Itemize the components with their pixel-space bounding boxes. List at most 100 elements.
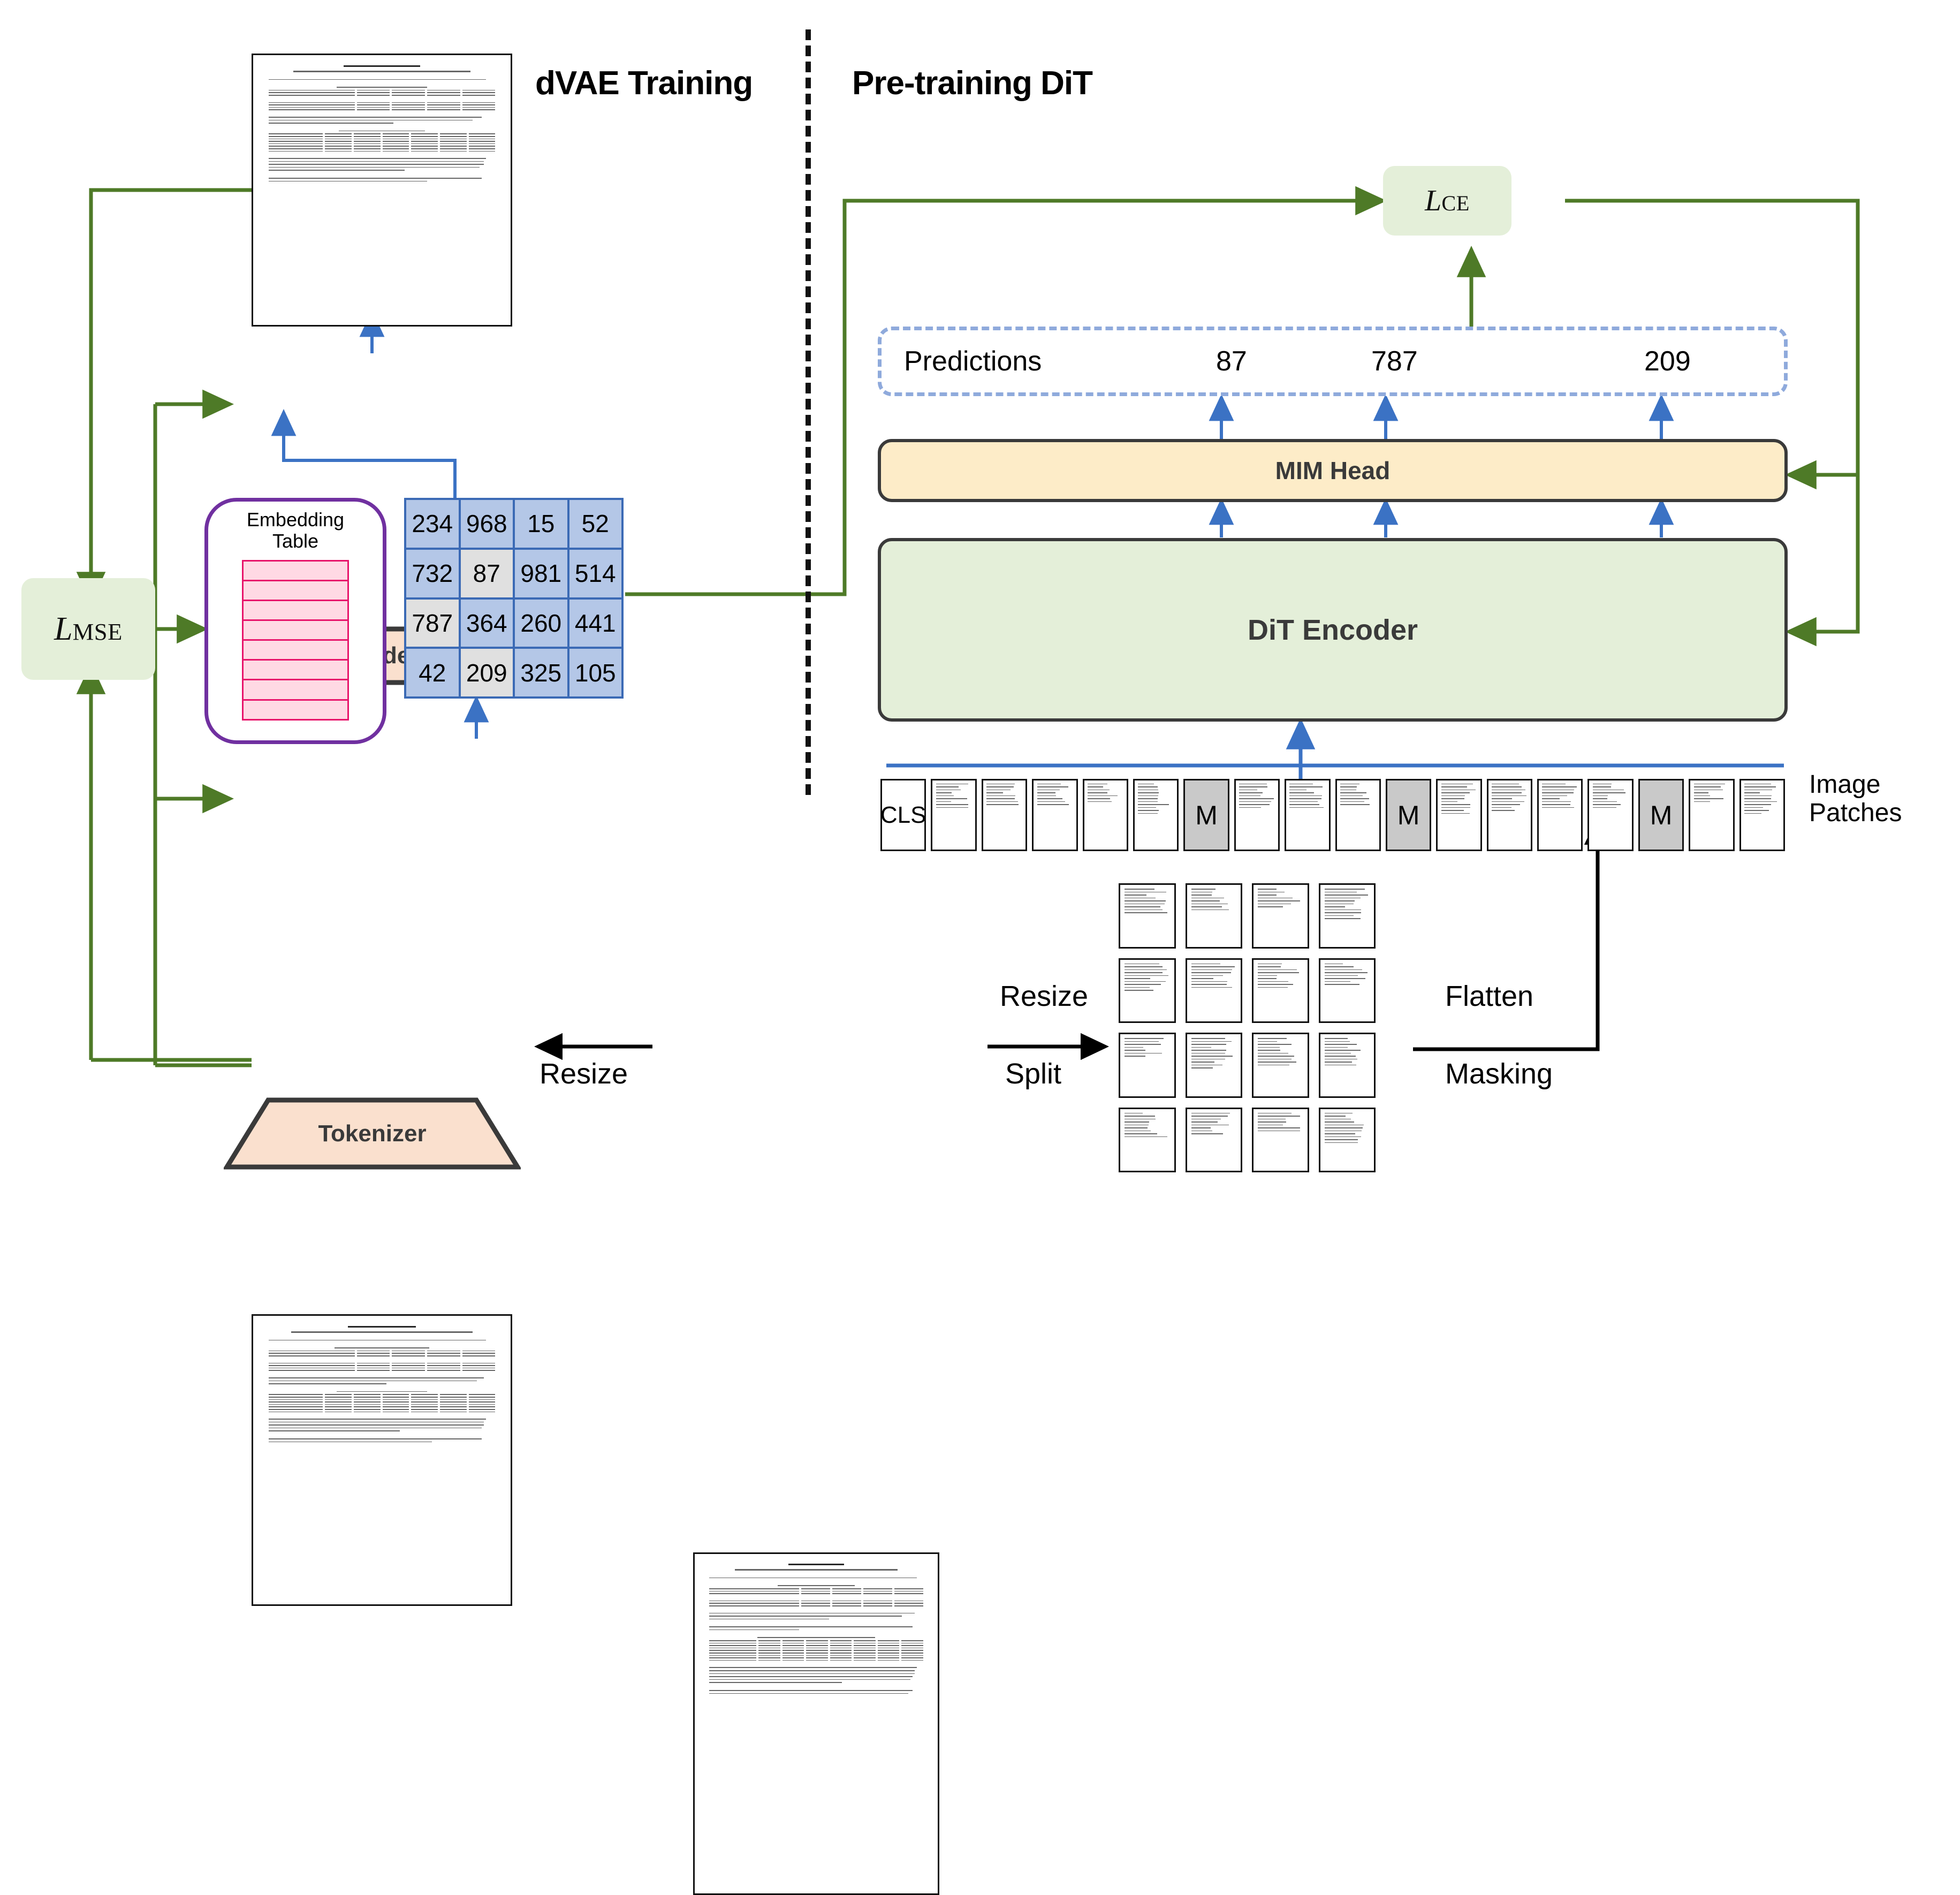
patch-image-9 bbox=[1335, 779, 1381, 851]
patch-image-7 bbox=[1234, 779, 1280, 851]
cls-label: CLS bbox=[880, 801, 926, 828]
token-cell-2-2: 260 bbox=[514, 598, 568, 648]
token-cell-1-0: 732 bbox=[405, 548, 460, 598]
resize-right-label: Resize bbox=[1000, 980, 1089, 1012]
embedding-row bbox=[244, 680, 347, 701]
patch-mask-token-10: M bbox=[1385, 779, 1432, 851]
tokenizer-label: Tokenizer bbox=[318, 1120, 427, 1147]
split-patch-0 bbox=[1119, 883, 1176, 949]
token-cell-3-2: 325 bbox=[514, 648, 568, 698]
patch-image-8 bbox=[1285, 779, 1331, 851]
patch-image-12 bbox=[1486, 779, 1533, 851]
split-patch-grid bbox=[1119, 883, 1376, 1172]
token-cell-1-1: 87 bbox=[459, 548, 514, 598]
embedding-row bbox=[244, 621, 347, 641]
visual-token-grid: 234 968 15 52 732 87 981 514 787 364 260 441 42 209 32… bbox=[404, 498, 624, 699]
split-patch-12 bbox=[1119, 1107, 1176, 1172]
tokenizer-shape bbox=[224, 1097, 521, 1170]
patch-image-11 bbox=[1436, 779, 1482, 851]
token-cell-3-0: 42 bbox=[405, 648, 460, 698]
patch-cls-token: CLS bbox=[880, 779, 926, 851]
token-cell-0-0: 234 bbox=[405, 499, 460, 549]
token-cell-2-1: 364 bbox=[459, 598, 514, 648]
section-divider bbox=[806, 29, 811, 795]
token-cell-1-3: 514 bbox=[568, 548, 622, 598]
resize-left-label: Resize bbox=[540, 1058, 628, 1090]
split-patch-2 bbox=[1252, 883, 1309, 949]
patch-mask-token-15: M bbox=[1638, 779, 1684, 851]
image-patches-label: Image Patches bbox=[1809, 770, 1902, 828]
patch-image-13 bbox=[1537, 779, 1583, 851]
split-patch-5 bbox=[1185, 958, 1242, 1023]
resized-input-document bbox=[252, 1314, 512, 1606]
embedding-row bbox=[244, 581, 347, 601]
mask-label: M bbox=[1650, 800, 1673, 830]
patch-image-16 bbox=[1689, 779, 1735, 851]
embedding-table-title: Embedding Table bbox=[247, 509, 344, 552]
embedding-row bbox=[244, 641, 347, 661]
token-cell-0-3: 52 bbox=[568, 499, 622, 549]
predictions-label: Predictions bbox=[904, 346, 1042, 377]
mask-label: M bbox=[1397, 800, 1420, 830]
dit-encoder-block[interactable]: DiT Encoder bbox=[878, 538, 1788, 722]
split-patch-3 bbox=[1318, 883, 1376, 949]
split-patch-11 bbox=[1318, 1033, 1376, 1098]
patch-image-3 bbox=[1032, 779, 1078, 851]
embedding-table-title-line1: Embedding bbox=[246, 509, 345, 530]
patch-image-5 bbox=[1133, 779, 1179, 851]
token-cell-0-1: 968 bbox=[459, 499, 514, 549]
flatten-label: Flatten bbox=[1445, 980, 1534, 1012]
black-process-arrows bbox=[534, 816, 1612, 1060]
split-patch-14 bbox=[1252, 1107, 1309, 1172]
loss-mse-label: LMSE bbox=[54, 610, 123, 647]
image-patch-strip: CLS M M M bbox=[880, 779, 1786, 851]
dit-encoder-label: DiT Encoder bbox=[1247, 613, 1418, 646]
patch-image-2 bbox=[981, 779, 1028, 851]
embedding-table: Embedding Table bbox=[204, 498, 386, 744]
patch-image-14 bbox=[1587, 779, 1634, 851]
token-cell-0-2: 15 bbox=[514, 499, 568, 549]
image-patches-label-line1: Image bbox=[1809, 770, 1881, 799]
original-input-document bbox=[693, 1552, 939, 1895]
image-patches-label-line2: Patches bbox=[1809, 798, 1902, 827]
mim-head-label: MIM Head bbox=[1275, 457, 1391, 484]
prediction-value-1: 787 bbox=[1371, 346, 1418, 377]
predictions-box: Predictions 87 787 209 bbox=[878, 327, 1788, 396]
patch-image-4 bbox=[1082, 779, 1128, 851]
split-patch-10 bbox=[1252, 1033, 1309, 1098]
split-patch-13 bbox=[1185, 1107, 1242, 1172]
split-patch-7 bbox=[1318, 958, 1376, 1023]
mim-head-block[interactable]: MIM Head bbox=[878, 439, 1788, 502]
split-patch-15 bbox=[1318, 1107, 1376, 1172]
token-cell-1-2: 981 bbox=[514, 548, 568, 598]
reconstructed-document-page bbox=[252, 54, 512, 327]
split-patch-1 bbox=[1185, 883, 1242, 949]
prediction-value-2: 209 bbox=[1644, 346, 1691, 377]
embedding-table-title-line2: Table bbox=[272, 530, 319, 552]
split-patch-4 bbox=[1119, 958, 1176, 1023]
patch-image-1 bbox=[931, 779, 977, 851]
patch-mask-token-6: M bbox=[1183, 779, 1229, 851]
masking-label: Masking bbox=[1445, 1058, 1553, 1090]
token-cell-3-3: 105 bbox=[568, 648, 622, 698]
loss-ce-box: LCE bbox=[1383, 166, 1511, 236]
token-cell-2-3: 441 bbox=[568, 598, 622, 648]
section-title-dvae: dVAE Training bbox=[535, 65, 753, 102]
embedding-row bbox=[244, 661, 347, 681]
split-label: Split bbox=[1005, 1058, 1062, 1090]
loss-ce-label: LCE bbox=[1425, 184, 1470, 217]
section-title-dit: Pre-training DiT bbox=[852, 65, 1093, 102]
tokenizer-block[interactable]: Tokenizer bbox=[224, 1097, 521, 1170]
split-patch-9 bbox=[1185, 1033, 1242, 1098]
split-patch-6 bbox=[1252, 958, 1309, 1023]
loss-mse-box: LMSE bbox=[21, 578, 155, 680]
prediction-value-0: 87 bbox=[1216, 346, 1247, 377]
embedding-rows bbox=[242, 559, 349, 721]
embedding-row bbox=[244, 562, 347, 581]
embedding-row bbox=[244, 701, 347, 719]
split-patch-8 bbox=[1119, 1033, 1176, 1098]
embedding-row bbox=[244, 601, 347, 621]
patch-image-17 bbox=[1739, 779, 1786, 851]
token-cell-2-0: 787 bbox=[405, 598, 460, 648]
token-cell-3-1: 209 bbox=[459, 648, 514, 698]
